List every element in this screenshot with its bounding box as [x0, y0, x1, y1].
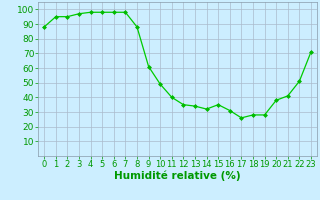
- X-axis label: Humidité relative (%): Humidité relative (%): [114, 171, 241, 181]
